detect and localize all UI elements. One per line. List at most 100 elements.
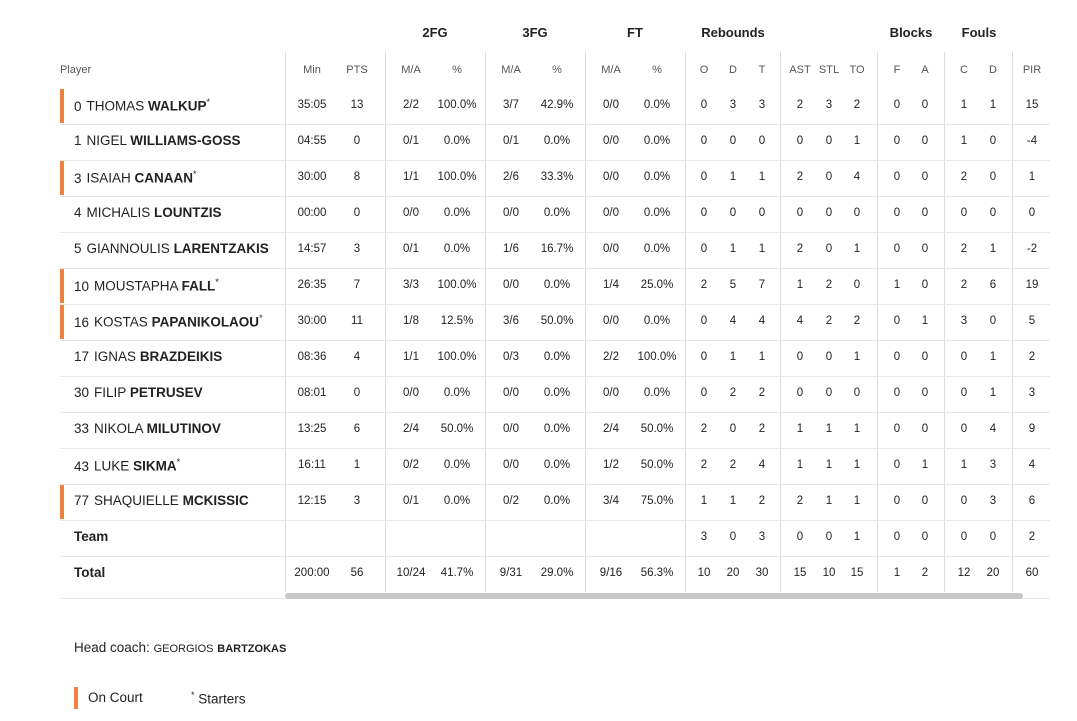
- player-name: 4 MICHALIS LOUNTZIS: [74, 205, 222, 220]
- player-name: 1 NIGEL WILLIAMS-GOSS: [74, 133, 241, 148]
- stat-cell: 0/0: [603, 387, 619, 399]
- stat-cell: 15: [1025, 99, 1039, 111]
- row-divider: [60, 340, 1050, 341]
- stat-cell: 100.0%: [437, 351, 477, 363]
- starters-label: Starters: [198, 691, 246, 707]
- stat-cell: 10/24: [396, 567, 426, 579]
- player-full-name: IGNAS BRAZDEIKIS: [94, 349, 222, 364]
- column-separator: [944, 52, 945, 592]
- stat-cell: 2: [796, 99, 804, 111]
- stat-cell: 0/0: [603, 171, 619, 183]
- stat-cell: 0: [893, 495, 901, 507]
- player-number: 0: [74, 98, 82, 114]
- column-separator: [685, 52, 686, 592]
- player-number: 10: [74, 278, 90, 294]
- stat-cell: 0: [893, 387, 901, 399]
- last-name: SIKMA: [133, 458, 177, 474]
- column-header: M/A: [601, 64, 621, 76]
- stat-cell: 7: [758, 279, 766, 291]
- row-divider: [60, 484, 1050, 485]
- stat-cell: 0/0: [403, 387, 419, 399]
- stat-cell: 0: [700, 99, 708, 111]
- stat-cell: 1: [853, 243, 861, 255]
- row-divider: [60, 412, 1050, 413]
- stat-cell: 2: [960, 243, 968, 255]
- stat-cell: 0.0%: [443, 387, 471, 399]
- player-full-name: KOSTAS PAPANIKOLAOU*: [94, 313, 263, 330]
- stat-cell: -2: [1026, 243, 1038, 255]
- stat-cell: 100.0%: [437, 99, 477, 111]
- stat-cell: 1: [921, 459, 929, 471]
- on-court-swatch: [74, 687, 78, 709]
- stat-cell: 1: [853, 135, 861, 147]
- stat-cell: 0: [853, 279, 861, 291]
- column-header: D: [729, 64, 737, 76]
- stat-cell: 1/2: [603, 459, 619, 471]
- stat-cell: 0/3: [503, 351, 519, 363]
- stat-cell: 0: [921, 279, 929, 291]
- stat-cell: 0: [960, 387, 968, 399]
- player-name: 77 SHAQUIELLE MCKISSIC: [74, 493, 249, 508]
- row-divider: [60, 448, 1050, 449]
- stat-cell: 2: [758, 387, 766, 399]
- stat-cell: 1: [853, 531, 861, 543]
- on-court-indicator: [60, 305, 64, 339]
- stat-cell: 0: [1028, 207, 1036, 219]
- row-divider: [60, 160, 1050, 161]
- last-name: WALKUP: [148, 98, 207, 114]
- stat-cell: 0/0: [603, 243, 619, 255]
- stat-cell: 0: [825, 387, 833, 399]
- stat-cell: 0: [921, 135, 929, 147]
- group-header: 2FG: [422, 25, 448, 40]
- stat-cell: 0: [960, 207, 968, 219]
- player-name: 16 KOSTAS PAPANIKOLAOU*: [74, 313, 263, 330]
- stat-cell: 0: [729, 207, 737, 219]
- on-court-indicator: [60, 161, 64, 195]
- column-header: M/A: [501, 64, 521, 76]
- stat-cell: 1/1: [403, 171, 419, 183]
- stat-cell: 5: [1028, 315, 1036, 327]
- player-number: 5: [74, 241, 82, 256]
- stat-cell: 0/0: [503, 459, 519, 471]
- stat-cell: 50.0%: [640, 423, 674, 435]
- stat-cell: 0: [700, 243, 708, 255]
- stat-cell: 12: [957, 567, 971, 579]
- stat-cell: 3: [353, 243, 361, 255]
- column-separator: [877, 52, 878, 592]
- first-name: MOUSTAPHA: [94, 278, 178, 294]
- player-full-name: THOMAS WALKUP*: [87, 97, 211, 114]
- stat-cell: 3: [758, 99, 766, 111]
- on-court-indicator: [60, 485, 64, 519]
- player-full-name: SHAQUIELLE MCKISSIC: [94, 493, 249, 508]
- stat-cell: 2: [758, 423, 766, 435]
- last-name: MILUTINOV: [146, 421, 221, 436]
- stat-cell: 0.0%: [543, 387, 571, 399]
- stat-cell: 2: [700, 459, 708, 471]
- stat-cell: 50.0%: [540, 315, 574, 327]
- stat-cell: 12.5%: [440, 315, 474, 327]
- stat-cell: 10: [822, 567, 836, 579]
- column-header: A: [921, 64, 929, 76]
- row-divider: [60, 520, 1050, 521]
- stat-cell: 8: [353, 171, 361, 183]
- stat-cell: 0: [921, 99, 929, 111]
- row-divider: [60, 232, 1050, 233]
- stat-cell: 1/8: [403, 315, 419, 327]
- stat-cell: 15: [793, 567, 807, 579]
- stat-cell: 2: [960, 279, 968, 291]
- stat-cell: 14:57: [297, 243, 327, 255]
- stat-cell: 00:00: [297, 207, 327, 219]
- stat-cell: 0: [893, 423, 901, 435]
- total-label: Total: [74, 565, 106, 580]
- stat-cell: 1: [796, 279, 804, 291]
- stat-cell: 0: [700, 387, 708, 399]
- stat-cell: 75.0%: [640, 495, 674, 507]
- stat-cell: 0.0%: [443, 207, 471, 219]
- stat-cell: 0.0%: [443, 135, 471, 147]
- stat-cell: 0/0: [503, 387, 519, 399]
- stat-cell: 2: [758, 495, 766, 507]
- stat-cell: 1/4: [603, 279, 619, 291]
- player-full-name: MICHALIS LOUNTZIS: [87, 205, 222, 220]
- stat-cell: 1/6: [503, 243, 519, 255]
- stat-cell: 0/1: [403, 135, 419, 147]
